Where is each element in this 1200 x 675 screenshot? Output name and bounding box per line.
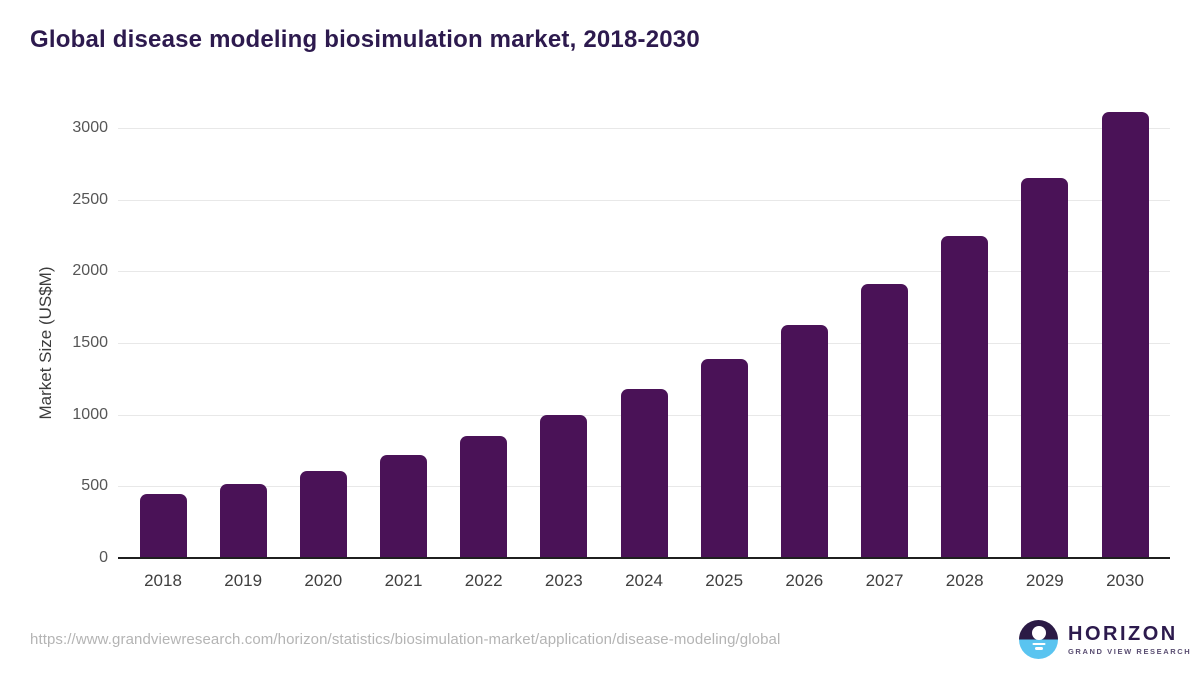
horizon-logo: HORIZON GRAND VIEW RESEARCH (1019, 620, 1191, 659)
bar-2019 (219, 484, 267, 558)
wave-icon (1034, 647, 1043, 650)
gridline-3000 (118, 128, 1170, 129)
horizon-logo-icon (1019, 620, 1058, 659)
gridline-2500 (118, 199, 1170, 201)
x-tick-label-2020: 2020 (304, 571, 343, 590)
x-tick-label-2019: 2019 (224, 571, 263, 590)
bar-2018 (139, 494, 187, 558)
y-tick-label-2000: 2000 (72, 262, 108, 280)
x-tick-label-2023: 2023 (544, 571, 583, 590)
y-tick-label-3000: 3000 (72, 119, 108, 136)
bar-2029 (1021, 178, 1069, 558)
wave-icon (1032, 642, 1045, 645)
gridline-2000 (118, 271, 1170, 273)
x-axis-line (118, 557, 1170, 559)
bar-2022 (460, 436, 508, 558)
x-tick-label-2028: 2028 (945, 571, 984, 590)
bar-2021 (380, 454, 427, 558)
x-tick-label-2029: 2029 (1025, 571, 1064, 590)
source-url: https://www.grandviewresearch.com/horizo… (30, 631, 781, 648)
x-tick-label-2024: 2024 (625, 571, 663, 590)
y-tick-label-500: 500 (81, 477, 108, 495)
bar-2023 (540, 414, 588, 558)
bar-2027 (861, 284, 908, 558)
y-tick-label-1500: 1500 (72, 334, 108, 351)
x-tick-label-2018: 2018 (144, 571, 182, 590)
x-tick-label-2025: 2025 (705, 571, 744, 590)
x-tick-label-2030: 2030 (1106, 571, 1144, 590)
gridline-1500 (118, 343, 1170, 344)
bar-2028 (941, 236, 989, 558)
x-tick-label-2022: 2022 (464, 571, 503, 590)
y-tick-label-2500: 2500 (72, 190, 108, 208)
bar-2024 (620, 388, 668, 558)
logo-text: HORIZON GRAND VIEW RESEARCH (1068, 623, 1191, 656)
bar-2026 (780, 325, 828, 558)
logo-brand: HORIZON (1068, 623, 1178, 645)
x-tick-label-2027: 2027 (865, 571, 904, 590)
chart-title: Global disease modeling biosimulation ma… (30, 26, 700, 53)
x-tick-label-2026: 2026 (785, 571, 824, 590)
sun-icon (1031, 626, 1046, 640)
bar-2025 (700, 359, 748, 558)
y-tick-label-0: 0 (99, 549, 108, 566)
logo-subtitle: GRAND VIEW RESEARCH (1068, 647, 1192, 656)
bar-2030 (1101, 112, 1149, 558)
y-tick-label-1000: 1000 (72, 405, 108, 423)
x-tick-label-2021: 2021 (384, 571, 423, 590)
plot-area (118, 112, 1170, 558)
bar-2020 (299, 471, 347, 558)
